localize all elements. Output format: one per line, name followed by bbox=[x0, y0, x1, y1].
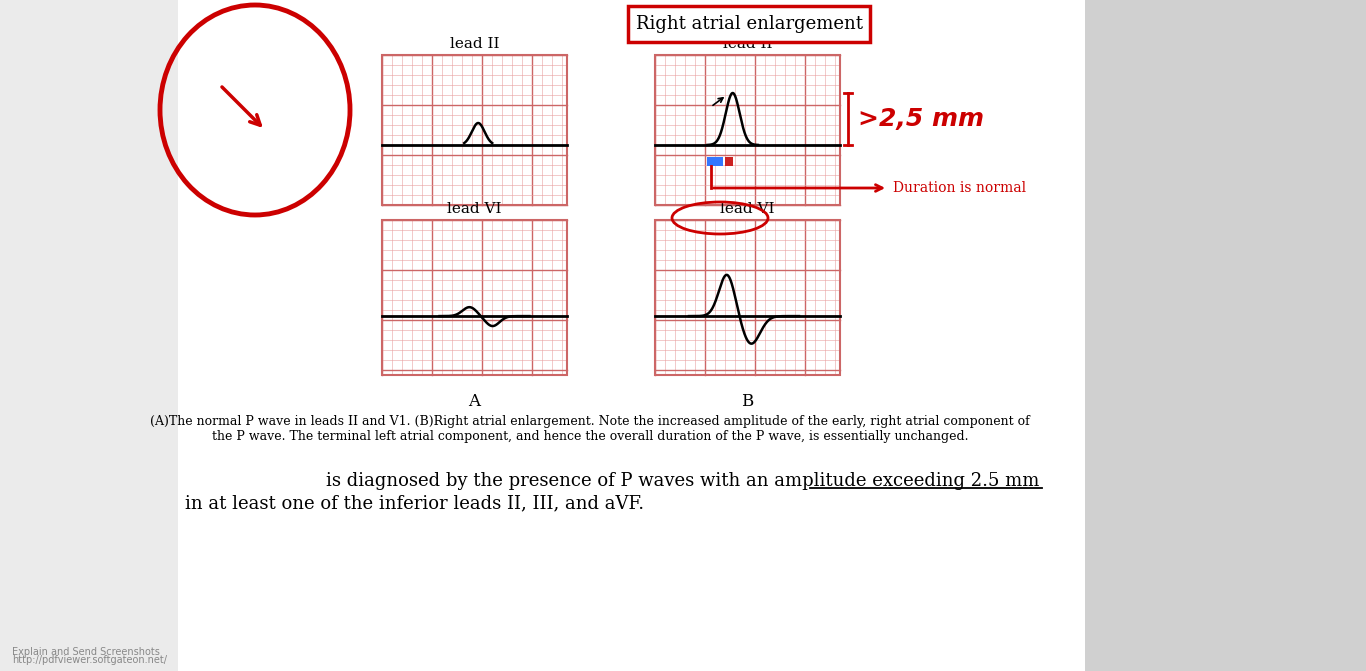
Text: (A)The normal P wave in leads II and V1. (B)Right atrial enlargement. Note the i: (A)The normal P wave in leads II and V1.… bbox=[150, 415, 1030, 428]
Bar bbox=[656, 55, 840, 205]
Text: the P wave. The terminal left atrial component, and hence the overall duration o: the P wave. The terminal left atrial com… bbox=[212, 430, 968, 443]
Text: is diagnosed by the presence of P waves with an amplitude exceeding 2.5 mm: is diagnosed by the presence of P waves … bbox=[326, 472, 1040, 490]
Bar bbox=[725, 157, 732, 166]
Text: Right atrial enlargement: Right atrial enlargement bbox=[635, 15, 862, 33]
Text: B: B bbox=[740, 393, 753, 410]
Bar bbox=[0, 0, 178, 671]
Text: lead II: lead II bbox=[723, 37, 772, 51]
Text: A: A bbox=[469, 393, 479, 410]
Text: http://pdfviewer.softgateon.net/: http://pdfviewer.softgateon.net/ bbox=[12, 655, 167, 665]
Text: lead II: lead II bbox=[449, 37, 499, 51]
Text: lead VI: lead VI bbox=[720, 202, 775, 216]
Bar bbox=[1085, 0, 1366, 671]
Text: >2,5 mm: >2,5 mm bbox=[858, 107, 984, 131]
Bar bbox=[656, 220, 840, 375]
Text: Duration is normal: Duration is normal bbox=[893, 181, 1026, 195]
Text: Explain and Send Screenshots: Explain and Send Screenshots bbox=[12, 647, 160, 657]
Text: in at least one of the inferior leads II, III, and aVF.: in at least one of the inferior leads II… bbox=[184, 494, 645, 512]
Bar bbox=[706, 157, 723, 166]
FancyBboxPatch shape bbox=[628, 6, 870, 42]
Text: lead VI: lead VI bbox=[447, 202, 501, 216]
Bar bbox=[382, 55, 567, 205]
Bar bbox=[382, 220, 567, 375]
